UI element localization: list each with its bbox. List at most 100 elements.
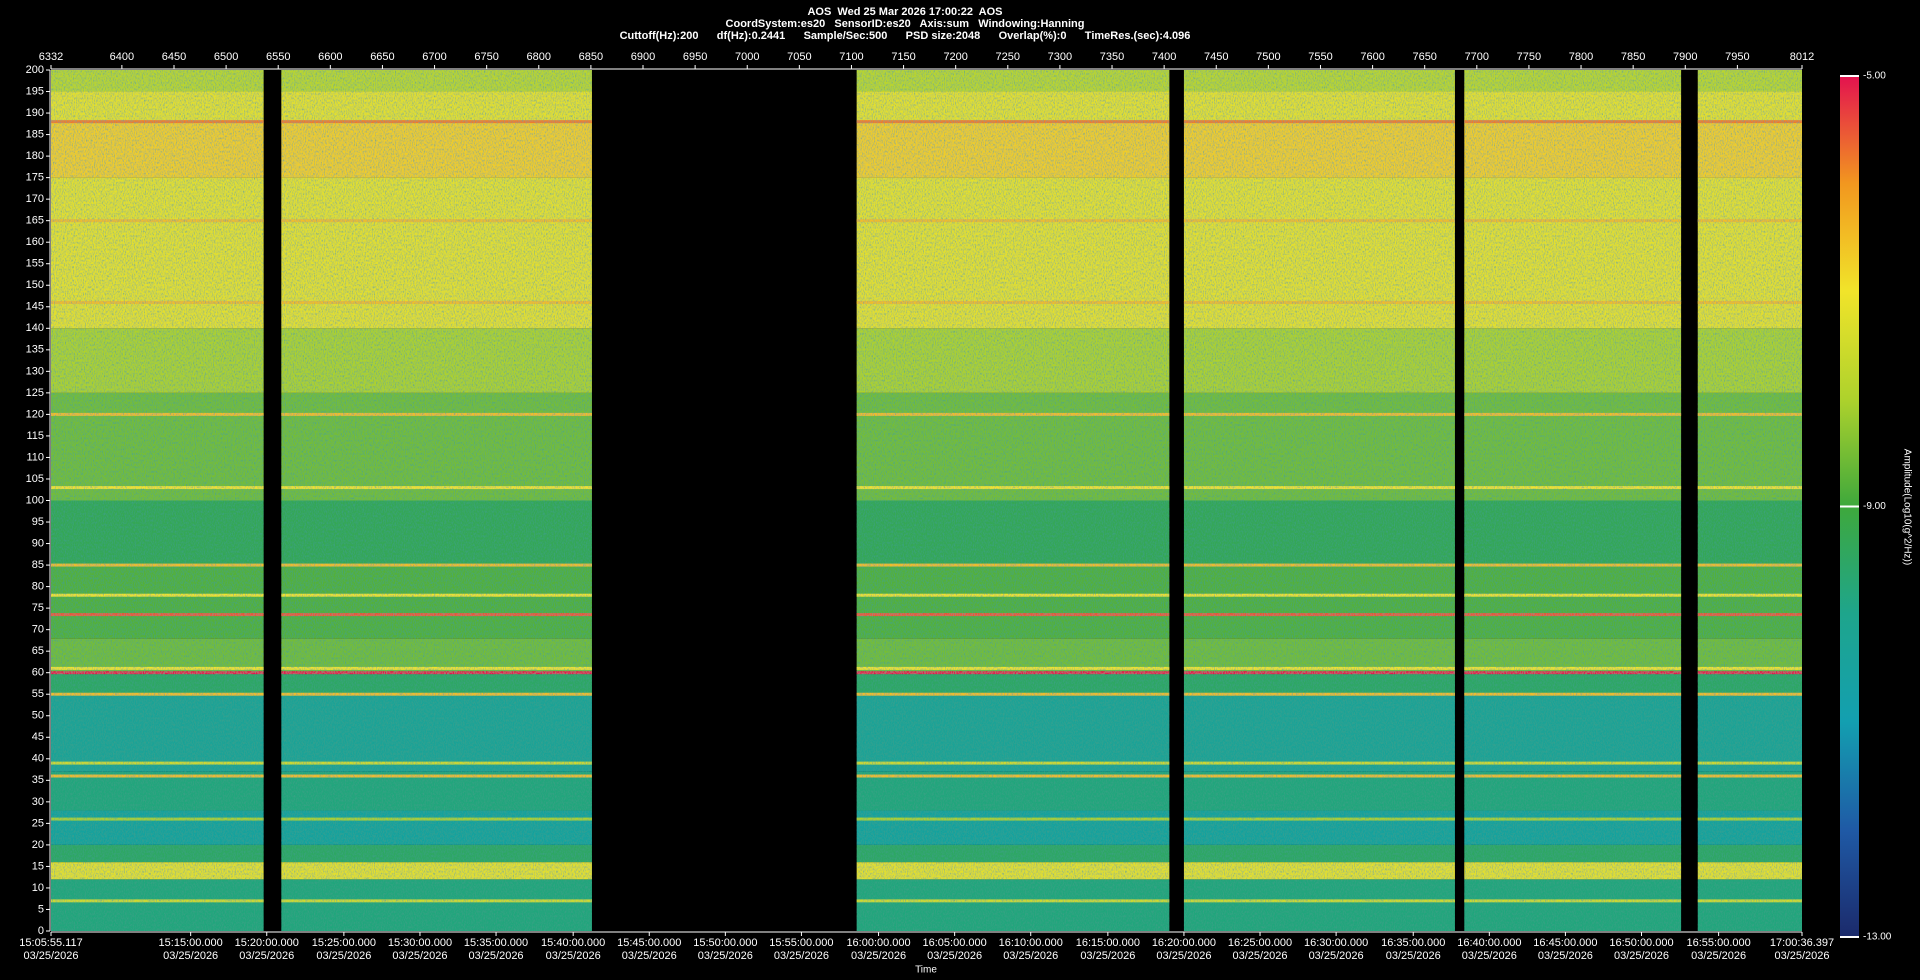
x-tick-label: 7850: [1621, 51, 1645, 63]
y-tick-label: 110: [26, 451, 44, 463]
y-tick-label: 5: [38, 903, 44, 915]
spectral-line: [1464, 817, 1682, 821]
band-cell: [856, 672, 1170, 695]
y-tick-label: 55: [32, 688, 44, 700]
time-tick-label: 16:15:00.000: [1076, 937, 1140, 949]
spectral-line: [51, 219, 264, 223]
time-tick-label: 16:45:00.000: [1533, 937, 1597, 949]
x-tick-label: 7050: [787, 51, 811, 63]
band-cell: [1464, 844, 1682, 863]
time-tick-date: 03/25/2026: [1309, 950, 1364, 962]
spectral-line: [1697, 817, 1802, 821]
time-tick-date: 03/25/2026: [851, 950, 906, 962]
x-tick-label: 7150: [891, 51, 915, 63]
band-cell: [1697, 565, 1802, 639]
band-cell: [1464, 771, 1682, 811]
band-cell: [281, 771, 592, 811]
x-tick-label: 7400: [1152, 51, 1176, 63]
time-tick-label: 15:25:00.000: [312, 937, 376, 949]
y-tick-label: 25: [32, 817, 44, 829]
band-cell: [1697, 771, 1802, 811]
time-tick-date: 03/25/2026: [239, 950, 294, 962]
band-cell: [1697, 177, 1802, 329]
time-tick-label: 16:35:00.000: [1381, 937, 1445, 949]
band-cell: [1183, 70, 1455, 92]
spectral-line: [281, 899, 592, 903]
spectral-line: [856, 120, 1170, 124]
x-tick-label: 6700: [422, 51, 446, 63]
y-tick-label: 125: [26, 387, 44, 399]
x-tick-label: 6800: [527, 51, 551, 63]
time-tick-date: 03/25/2026: [469, 950, 524, 962]
band-cell: [1697, 392, 1802, 501]
spectral-line: [51, 593, 264, 597]
band-cell: [1183, 328, 1455, 393]
spectral-line: [1183, 899, 1455, 903]
band-cell: [281, 392, 592, 501]
band-cell: [1183, 844, 1455, 863]
x-tick-label: 6332: [39, 51, 63, 63]
spectral-line: [1183, 412, 1455, 416]
spectral-line: [1183, 666, 1455, 670]
spectral-line: [1697, 300, 1802, 304]
time-tick-label: 16:20:00.000: [1152, 937, 1216, 949]
time-tick-label: 15:05:55.117: [19, 937, 82, 949]
time-tick-label: 16:00:00.000: [846, 937, 910, 949]
x-tick-label: 7200: [943, 51, 967, 63]
spectral-line: [856, 774, 1170, 778]
spectral-line: [1697, 486, 1802, 490]
spectral-line: [856, 613, 1170, 617]
band-cell: [281, 844, 592, 863]
colorbar-title: Amplitude(Log10(g^2/Hz)): [1901, 449, 1912, 565]
spectral-line: [1697, 219, 1802, 223]
band-cell: [1183, 500, 1455, 566]
spectral-line: [1464, 593, 1682, 597]
time-tick-label: 16:50:00.000: [1609, 937, 1673, 949]
band-cell: [856, 121, 1170, 178]
y-tick-label: 155: [26, 258, 44, 270]
x-tick-label: 7650: [1412, 51, 1436, 63]
spectral-line: [1183, 593, 1455, 597]
band-cell: [1464, 70, 1682, 92]
band-cell: [1464, 810, 1682, 845]
time-tick-label: 16:05:00.000: [923, 937, 987, 949]
y-tick-label: 85: [32, 559, 44, 571]
spectral-line: [1464, 666, 1682, 670]
time-tick-label: 15:40:00.000: [541, 937, 605, 949]
time-tick-label: 17:00:36.397: [1770, 937, 1834, 949]
band-cell: [281, 121, 592, 178]
time-tick-label: 15:15:00.000: [159, 937, 223, 949]
spectral-line: [856, 593, 1170, 597]
spectral-line: [856, 563, 1170, 567]
spectral-line: [856, 412, 1170, 416]
spectral-line: [1183, 774, 1455, 778]
time-tick-date: 03/25/2026: [392, 950, 447, 962]
spectral-line: [281, 817, 592, 821]
spectral-line: [856, 219, 1170, 223]
chart-title: AOS Wed 25 Mar 2026 17:00:22 AOS: [807, 6, 1002, 18]
band-cell: [51, 328, 264, 393]
spectral-line: [856, 671, 1170, 675]
band-cell: [1183, 694, 1455, 772]
time-tick-date: 03/25/2026: [1774, 950, 1829, 962]
time-tick-date: 03/25/2026: [1003, 950, 1058, 962]
time-tick-label: 15:45:00.000: [617, 937, 681, 949]
band-cell: [51, 565, 264, 639]
band-cell: [1183, 177, 1455, 329]
x-tick-label: 6750: [474, 51, 498, 63]
x-tick-label: 7250: [996, 51, 1020, 63]
spectral-line: [856, 761, 1170, 765]
band-cell: [1697, 91, 1802, 122]
band-cell: [856, 500, 1170, 566]
spectral-line: [1183, 692, 1455, 696]
x-tick-label: 6400: [110, 51, 134, 63]
band-cell: [1464, 91, 1682, 122]
x-tick-label: 6550: [266, 51, 290, 63]
spectral-line: [51, 817, 264, 821]
colorbar-tick-label: -9.00: [1863, 501, 1886, 512]
time-tick-label: 16:40:00.000: [1457, 937, 1521, 949]
spectral-line: [1464, 774, 1682, 778]
band-cell: [51, 879, 264, 931]
x-tick-label: 7950: [1725, 51, 1749, 63]
